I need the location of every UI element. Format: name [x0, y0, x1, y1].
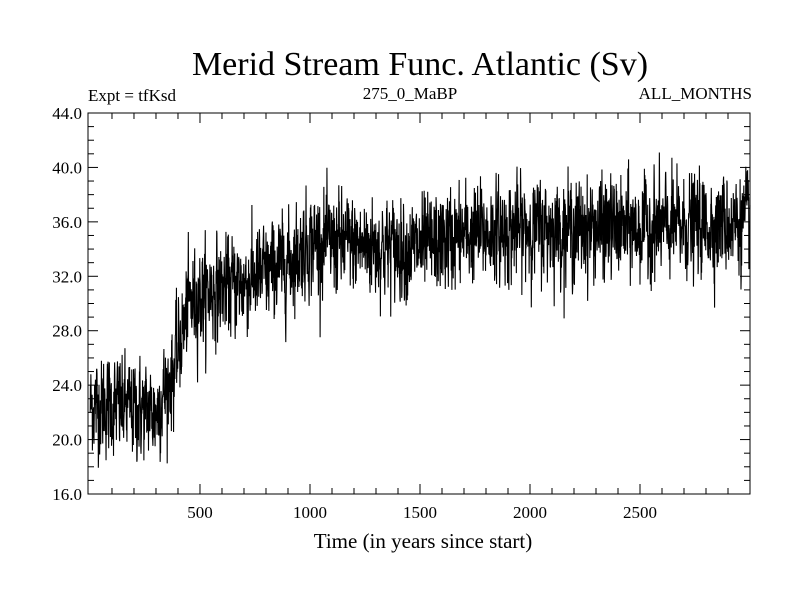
- chart-title: Merid Stream Func. Atlantic (Sv): [192, 46, 648, 83]
- experiment-label: Expt = tfKsd: [88, 86, 176, 105]
- y-tick-label: 16.0: [52, 485, 82, 504]
- series-line: [89, 152, 751, 468]
- months-label: ALL_MONTHS: [639, 84, 752, 103]
- y-tick-label: 44.0: [52, 104, 82, 123]
- x-tick-label: 500: [187, 503, 213, 522]
- period-label: 275_0_MaBP: [363, 84, 457, 103]
- x-tick-label: 1500: [403, 503, 437, 522]
- y-tick-label: 32.0: [52, 267, 82, 286]
- x-tick-label: 1000: [293, 503, 327, 522]
- y-tick-label: 40.0: [52, 158, 82, 177]
- axes-group: 500 1000 1500 2000 2500 16.0 20.0 24.0 28.0 32.0 3…: [52, 104, 750, 522]
- x-axis-label: Time (in years since start): [314, 529, 533, 553]
- y-tick-label: 20.0: [52, 431, 82, 450]
- y-tick-label: 36.0: [52, 213, 82, 232]
- x-tick-label: 2500: [623, 503, 657, 522]
- series-group: [89, 152, 751, 468]
- y-tick-label: 28.0: [52, 322, 82, 341]
- x-tick-label: 2000: [513, 503, 547, 522]
- y-tick-label: 24.0: [52, 376, 82, 395]
